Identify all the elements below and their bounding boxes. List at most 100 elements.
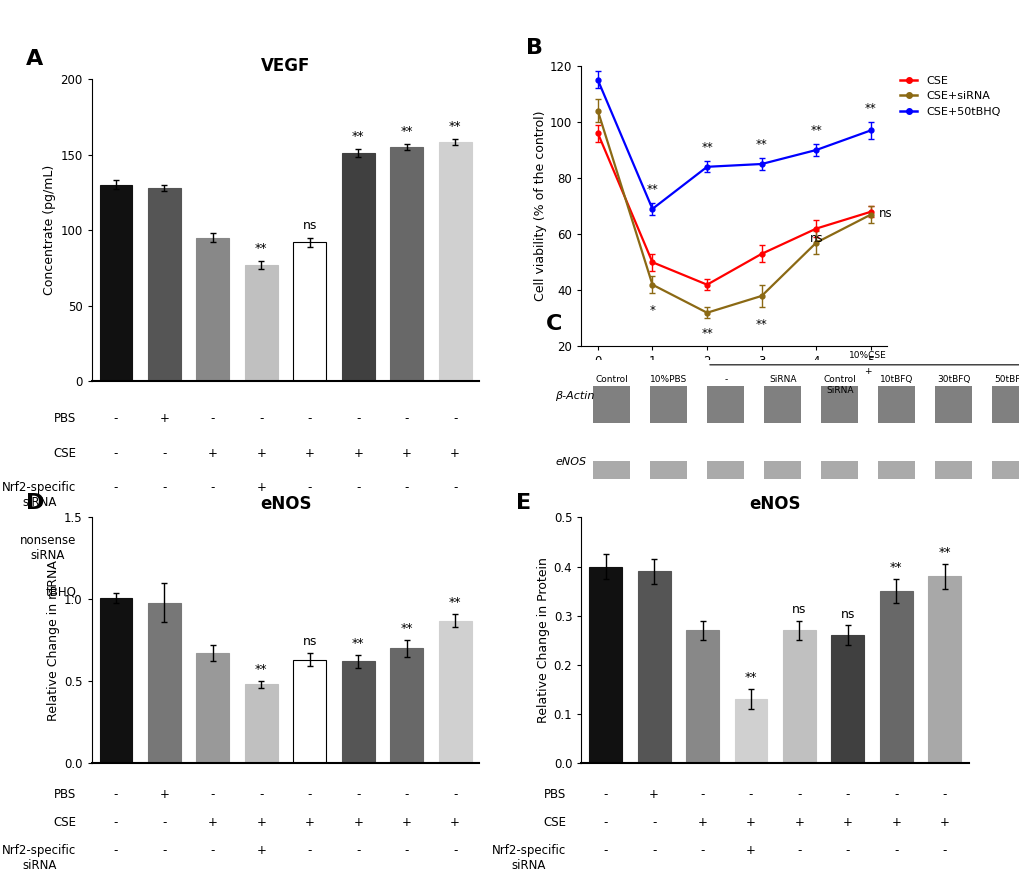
Text: +: + bbox=[794, 816, 804, 829]
Text: -: - bbox=[700, 788, 704, 801]
Text: 10tBFQ: 10tBFQ bbox=[879, 375, 912, 384]
Text: -: - bbox=[162, 816, 166, 829]
Text: +: + bbox=[256, 481, 266, 495]
Text: -: - bbox=[452, 844, 457, 857]
Text: -: - bbox=[356, 844, 360, 857]
FancyBboxPatch shape bbox=[990, 386, 1019, 423]
Title: VEGF: VEGF bbox=[261, 57, 310, 75]
Text: -: - bbox=[797, 844, 801, 857]
Text: -: - bbox=[723, 375, 727, 384]
Text: -: - bbox=[211, 788, 215, 801]
Bar bbox=[686, 631, 718, 763]
Text: -: - bbox=[211, 586, 215, 599]
Text: +: + bbox=[353, 446, 363, 460]
Text: +: + bbox=[256, 844, 266, 857]
Text: -: - bbox=[162, 586, 166, 599]
Text: +: + bbox=[449, 446, 460, 460]
Text: -: - bbox=[114, 412, 118, 424]
FancyBboxPatch shape bbox=[763, 461, 801, 479]
Text: -: - bbox=[894, 844, 898, 857]
Bar bbox=[589, 567, 622, 763]
Text: +: + bbox=[401, 816, 412, 829]
Bar bbox=[390, 147, 423, 381]
Text: ns: ns bbox=[792, 602, 806, 616]
Text: Nrf2-specific
siRNA: Nrf2-specific siRNA bbox=[491, 844, 566, 872]
Text: -: - bbox=[845, 844, 849, 857]
FancyBboxPatch shape bbox=[706, 461, 744, 479]
Bar bbox=[341, 153, 374, 381]
Text: -: - bbox=[308, 844, 312, 857]
FancyBboxPatch shape bbox=[877, 461, 914, 479]
Text: Control: Control bbox=[595, 375, 628, 384]
Text: -: - bbox=[603, 844, 607, 857]
Text: -: - bbox=[356, 481, 360, 495]
Text: -: - bbox=[162, 533, 166, 546]
Text: -: - bbox=[942, 844, 946, 857]
Text: β-Actin: β-Actin bbox=[555, 391, 594, 402]
Text: **: ** bbox=[755, 318, 767, 332]
Bar bbox=[293, 242, 326, 381]
Text: 50%: 50% bbox=[442, 586, 468, 599]
Text: +: + bbox=[256, 816, 266, 829]
Text: 30tBFQ: 30tBFQ bbox=[936, 375, 969, 384]
Text: **: ** bbox=[255, 663, 267, 676]
Text: +: + bbox=[353, 816, 363, 829]
Text: **: ** bbox=[937, 546, 950, 560]
FancyBboxPatch shape bbox=[877, 386, 914, 423]
Text: **: ** bbox=[352, 130, 364, 143]
Text: +: + bbox=[159, 412, 169, 424]
Text: +: + bbox=[745, 844, 755, 857]
Title: eNOS: eNOS bbox=[749, 496, 800, 513]
Text: **: ** bbox=[646, 183, 657, 196]
Text: -: - bbox=[162, 446, 166, 460]
Text: +: + bbox=[891, 816, 901, 829]
Text: eNOS: eNOS bbox=[555, 457, 586, 467]
Text: -: - bbox=[259, 788, 263, 801]
Text: A: A bbox=[25, 49, 43, 68]
Text: C: C bbox=[545, 314, 561, 333]
Text: ns: ns bbox=[840, 608, 854, 621]
Bar bbox=[197, 653, 229, 763]
Text: -: - bbox=[700, 844, 704, 857]
Text: CSE: CSE bbox=[53, 446, 76, 460]
Text: -: - bbox=[114, 788, 118, 801]
FancyBboxPatch shape bbox=[592, 386, 630, 423]
FancyBboxPatch shape bbox=[592, 461, 630, 479]
Text: -: - bbox=[114, 533, 118, 546]
Text: -: - bbox=[452, 533, 457, 546]
Text: **: ** bbox=[890, 561, 902, 574]
Text: **: ** bbox=[700, 327, 712, 339]
Text: +: + bbox=[449, 816, 460, 829]
Bar bbox=[148, 188, 180, 381]
Text: *: * bbox=[649, 304, 655, 317]
Text: Control
SiRNA: Control SiRNA bbox=[822, 375, 855, 395]
Text: 30%: 30% bbox=[393, 586, 419, 599]
FancyBboxPatch shape bbox=[934, 386, 971, 423]
Text: -: - bbox=[405, 481, 409, 495]
Text: -: - bbox=[651, 816, 655, 829]
Bar bbox=[341, 661, 374, 763]
Text: **: ** bbox=[744, 672, 756, 684]
Text: **: ** bbox=[448, 120, 461, 133]
Bar bbox=[245, 265, 277, 381]
Text: -: - bbox=[651, 844, 655, 857]
Text: +: + bbox=[938, 816, 949, 829]
Text: -: - bbox=[114, 446, 118, 460]
FancyBboxPatch shape bbox=[763, 386, 801, 423]
Text: **: ** bbox=[755, 139, 767, 152]
Text: +: + bbox=[697, 816, 707, 829]
Text: +: + bbox=[305, 816, 315, 829]
Bar bbox=[100, 597, 132, 763]
FancyBboxPatch shape bbox=[820, 386, 858, 423]
Text: -: - bbox=[211, 481, 215, 495]
Text: -: - bbox=[308, 481, 312, 495]
Text: **: ** bbox=[400, 623, 413, 635]
Text: -: - bbox=[162, 481, 166, 495]
Text: -: - bbox=[308, 586, 312, 599]
Text: -: - bbox=[211, 533, 215, 546]
Bar bbox=[783, 631, 815, 763]
Text: -: - bbox=[405, 533, 409, 546]
Text: +: + bbox=[256, 446, 266, 460]
Bar bbox=[197, 238, 229, 381]
Text: -: - bbox=[405, 844, 409, 857]
